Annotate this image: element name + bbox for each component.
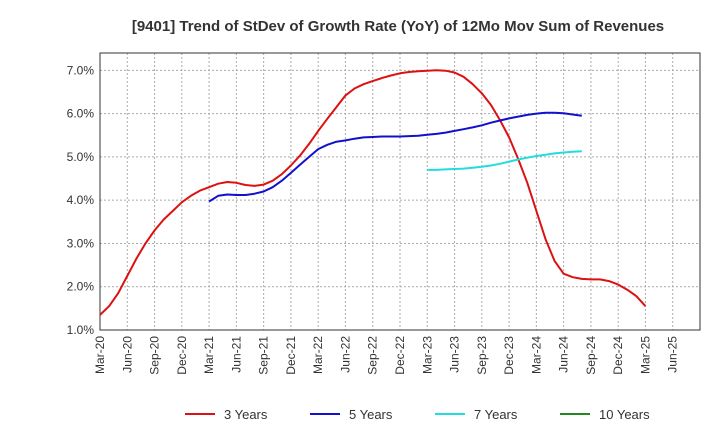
- x-tick-label: Jun-23: [448, 336, 462, 373]
- x-tick-label: Sep-20: [148, 336, 162, 375]
- x-tick-label: Dec-20: [175, 336, 189, 375]
- x-axis: Mar-20 Jun-20 Sep-20 Dec-20 Mar-21 Jun-21 Sep-…: [93, 336, 680, 375]
- y-tick-label: 2.0%: [67, 280, 95, 294]
- legend: 3 Years 5 Years 7 Years 10 Years: [185, 407, 650, 422]
- x-tick-label: Dec-24: [611, 336, 625, 375]
- series-line: [427, 150, 582, 171]
- legend-label: 5 Years: [349, 407, 393, 422]
- series-lines: [99, 69, 647, 316]
- plot-frame: [99, 52, 701, 331]
- y-tick-label: 7.0%: [67, 63, 95, 77]
- legend-label: 7 Years: [474, 407, 518, 422]
- x-tick-label: Mar-25: [638, 336, 652, 374]
- x-tick-label: Mar-24: [529, 336, 543, 374]
- series-line: [208, 111, 582, 203]
- x-tick-label: Sep-24: [584, 336, 598, 375]
- grid: [100, 53, 700, 330]
- y-tick-label: 4.0%: [67, 193, 95, 207]
- x-tick-label: Dec-22: [393, 336, 407, 375]
- series-line: [99, 69, 647, 316]
- y-tick-label: 5.0%: [67, 150, 95, 164]
- x-tick-label: Dec-21: [284, 336, 298, 375]
- x-tick-label: Jun-21: [229, 336, 243, 373]
- x-tick-label: Sep-21: [257, 336, 271, 375]
- x-tick-label: Jun-24: [557, 336, 571, 373]
- x-tick-label: Dec-23: [502, 336, 516, 375]
- y-tick-label: 1.0%: [67, 323, 95, 337]
- x-tick-label: Jun-20: [120, 336, 134, 373]
- x-tick-label: Mar-20: [93, 336, 107, 374]
- y-tick-label: 6.0%: [67, 107, 95, 121]
- x-tick-label: Mar-22: [311, 336, 325, 374]
- x-tick-label: Sep-22: [366, 336, 380, 375]
- y-tick-label: 3.0%: [67, 236, 95, 250]
- x-tick-label: Mar-23: [420, 336, 434, 374]
- x-tick-label: Sep-23: [475, 336, 489, 375]
- legend-label: 3 Years: [224, 407, 268, 422]
- legend-label: 10 Years: [599, 407, 650, 422]
- chart-title: [9401] Trend of StDev of Growth Rate (Yo…: [132, 18, 664, 35]
- y-axis: 1.0% 2.0% 3.0% 4.0% 5.0% 6.0% 7.0%: [67, 63, 95, 337]
- x-tick-label: Jun-25: [666, 336, 680, 373]
- x-tick-label: Mar-21: [202, 336, 216, 374]
- x-tick-label: Jun-22: [338, 336, 352, 373]
